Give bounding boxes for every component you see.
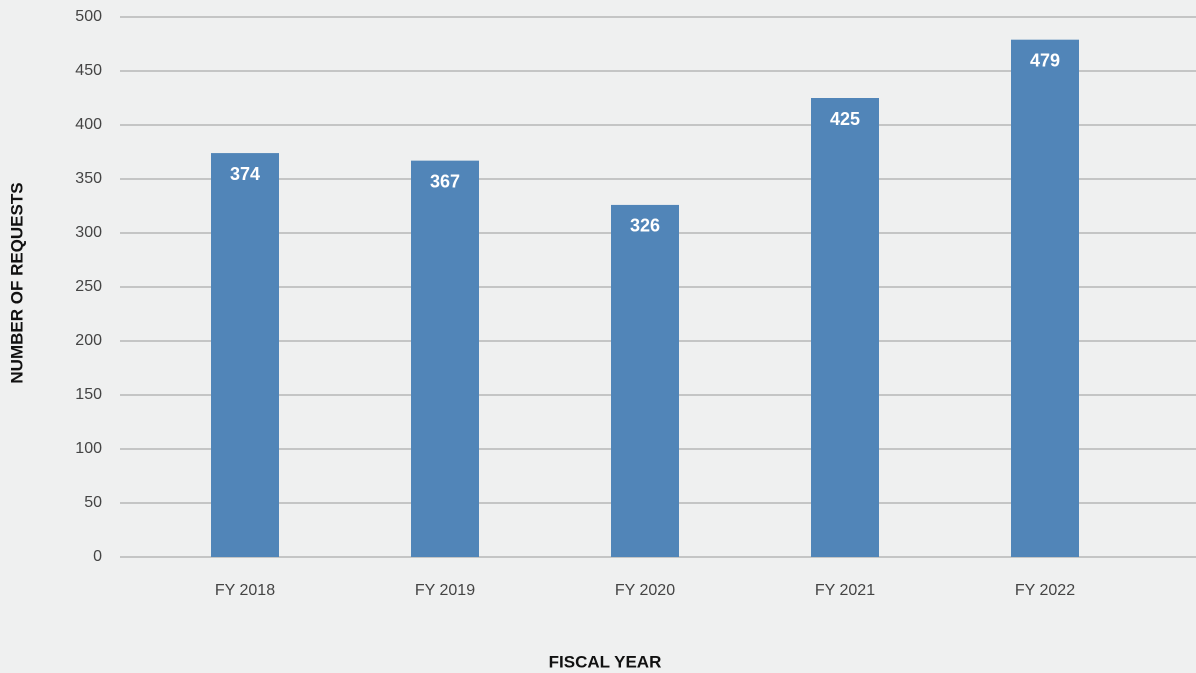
y-tick-label: 500 <box>75 8 102 25</box>
y-tick-label: 400 <box>75 116 102 133</box>
y-tick-label: 0 <box>93 548 102 565</box>
y-tick-label: 250 <box>75 278 102 295</box>
y-axis-title: NUMBER OF REQUESTS <box>7 182 26 383</box>
y-tick-label: 150 <box>75 386 102 403</box>
x-tick-label: FY 2018 <box>215 582 275 599</box>
x-tick-label: FY 2021 <box>815 582 875 599</box>
y-tick-label: 50 <box>84 494 102 511</box>
y-tick-label: 300 <box>75 224 102 241</box>
y-tick-label: 200 <box>75 332 102 349</box>
bar <box>1011 39 1079 558</box>
bar <box>811 98 879 557</box>
bar <box>411 160 479 557</box>
y-tick-label: 350 <box>75 170 102 187</box>
x-axis-title: FISCAL YEAR <box>549 652 662 671</box>
bar <box>211 153 279 557</box>
bar <box>611 204 679 558</box>
value-label: 374 <box>230 164 260 184</box>
value-label: 367 <box>430 171 460 191</box>
y-tick-label: 450 <box>75 62 102 79</box>
y-tick-label: 100 <box>75 440 102 457</box>
value-label: 425 <box>830 109 860 129</box>
x-tick-label: FY 2022 <box>1015 582 1075 599</box>
value-label: 479 <box>1030 50 1060 70</box>
x-tick-label: FY 2020 <box>615 582 675 599</box>
value-label: 326 <box>630 216 660 236</box>
x-tick-label: FY 2019 <box>415 582 475 599</box>
